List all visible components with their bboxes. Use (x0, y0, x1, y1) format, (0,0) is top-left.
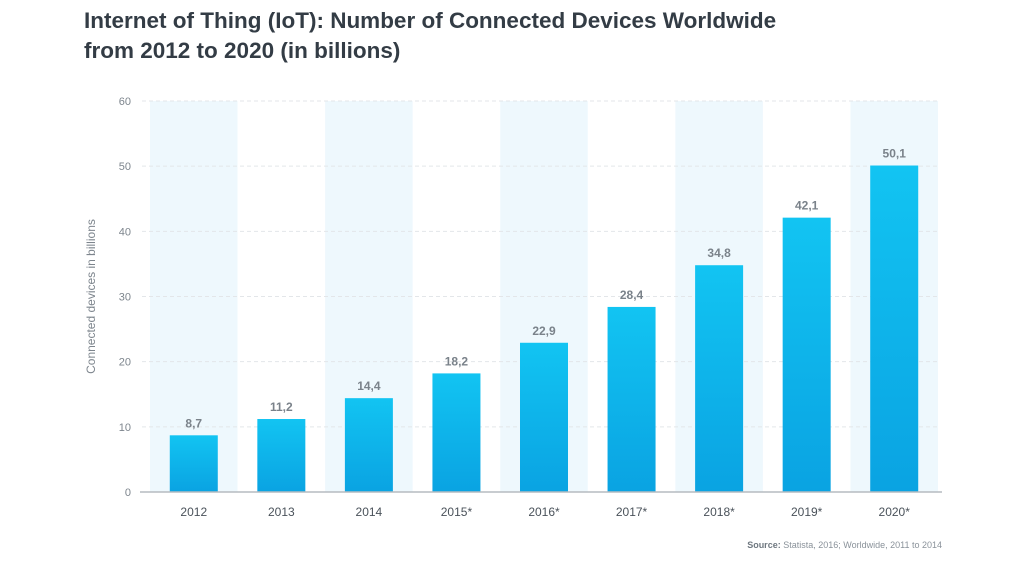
y-tick-label: 0 (125, 487, 131, 499)
x-tick-label: 2018* (703, 505, 735, 519)
x-tick-label: 2015* (441, 505, 473, 519)
y-axis-label: Connected devices in billions (84, 219, 98, 374)
x-tick-label: 2012 (180, 505, 207, 519)
y-axis-ticks: 0 10 20 30 40 50 60 (119, 96, 131, 499)
value-label: 18,2 (445, 354, 469, 368)
chart-title: Internet of Thing (IoT): Number of Conne… (84, 6, 944, 66)
bar (782, 217, 831, 493)
value-label: 42,1 (795, 199, 819, 213)
value-label: 34,8 (707, 246, 731, 260)
value-label: 50,1 (883, 147, 907, 161)
x-tick-label: 2016* (528, 505, 560, 519)
x-tick-label: 2019* (791, 505, 823, 519)
bar (344, 398, 393, 492)
value-label: 28,4 (620, 288, 644, 302)
x-tick-label: 2013 (268, 505, 295, 519)
value-label: 22,9 (532, 324, 556, 338)
chart-title-line-2: from 2012 to 2020 (in billions) (84, 38, 401, 63)
bar (607, 306, 656, 492)
source-text: Statista, 2016; Worldwide, 2011 to 2014 (783, 540, 942, 550)
value-label: 14,4 (357, 379, 381, 393)
value-label: 11,2 (270, 400, 293, 414)
y-tick-label: 50 (119, 161, 131, 173)
value-label: 8,7 (185, 416, 202, 430)
x-tick-label: 2020* (879, 505, 911, 519)
y-tick-label: 60 (119, 96, 131, 108)
bar (520, 342, 568, 492)
y-tick-label: 30 (119, 292, 131, 304)
chart-title-line-1: Internet of Thing (IoT): Number of Conne… (84, 8, 777, 33)
x-axis-ticks: 2012 2013 2014 2015* 2016* 2017* 2018* 2019* 202… (180, 505, 910, 519)
x-tick-label: 2017* (616, 505, 648, 519)
bars (169, 165, 919, 493)
bar (432, 373, 481, 492)
bar (870, 165, 919, 492)
bar (169, 435, 218, 492)
x-tick-label: 2014 (356, 505, 383, 519)
y-tick-label: 40 (119, 226, 131, 238)
source-label: Source: (747, 540, 781, 550)
bar (257, 419, 306, 492)
bar (695, 265, 744, 492)
value-labels: 8,7 11,2 14,4 18,2 22,9 28,4 34,8 42,1 50,1 (185, 147, 906, 431)
y-tick-label: 10 (119, 422, 131, 434)
y-tick-label: 20 (119, 357, 131, 369)
source-note: Source: Statista, 2016; Worldwide, 2011 … (747, 540, 942, 550)
